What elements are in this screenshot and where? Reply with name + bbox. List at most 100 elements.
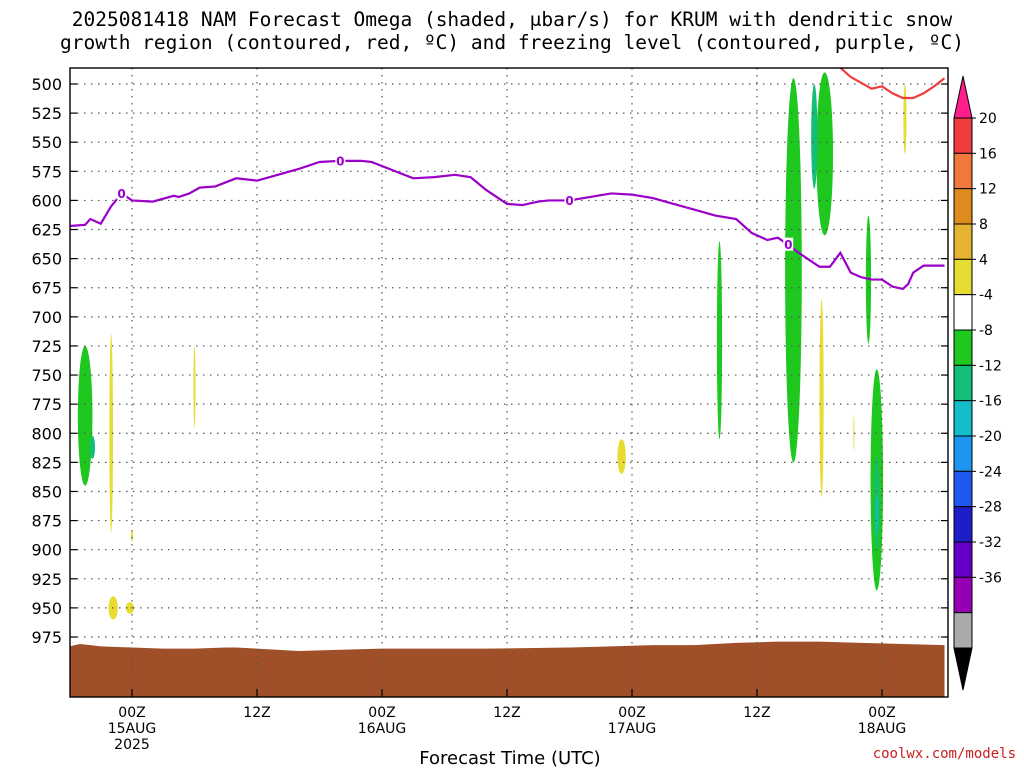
omega-region bbox=[819, 299, 824, 498]
colorbar-box bbox=[953, 329, 973, 366]
x-tick-label: 17AUG bbox=[608, 721, 657, 737]
x-tick-label: 2025 bbox=[114, 737, 150, 753]
omega-region bbox=[130, 529, 134, 542]
x-tick-label: 12Z bbox=[743, 705, 770, 721]
contour-label-bg bbox=[783, 237, 794, 251]
colorbar-box bbox=[953, 576, 973, 614]
omega-region bbox=[853, 415, 855, 451]
colorbar-box bbox=[953, 258, 973, 296]
x-tick-label: 15AUG bbox=[108, 721, 157, 737]
y-tick-label: 875 bbox=[31, 512, 62, 531]
chart-title-line2: growth region (contoured, red, ºC) and f… bbox=[60, 31, 964, 54]
x-tick-label: 16AUG bbox=[358, 721, 407, 737]
omega-region bbox=[77, 345, 93, 486]
colorbar-label: 20 bbox=[979, 111, 997, 127]
colorbar-label: -36 bbox=[979, 570, 1002, 586]
omega-region bbox=[785, 78, 802, 463]
freezing-level-label: 0 bbox=[117, 187, 125, 201]
credit-text: coolwx.com/models bbox=[873, 746, 1016, 762]
colorbar-label: 8 bbox=[979, 217, 988, 233]
omega-region bbox=[716, 241, 723, 440]
chart-title-line1: 2025081418 NAM Forecast Omega (shaded, μ… bbox=[71, 8, 953, 31]
freezing-level-label: 0 bbox=[336, 154, 344, 168]
x-tick-label: 00Z bbox=[868, 705, 895, 721]
colorbar-box bbox=[953, 541, 973, 578]
y-tick-label: 825 bbox=[31, 453, 62, 472]
terrain-fill bbox=[70, 641, 945, 697]
freezing-level-line bbox=[70, 159, 945, 291]
y-tick-label: 675 bbox=[31, 279, 62, 298]
y-tick-label: 750 bbox=[31, 366, 62, 385]
colorbar-box bbox=[953, 506, 973, 543]
x-tick-label: 00Z bbox=[118, 705, 145, 721]
y-tick-label: 550 bbox=[31, 133, 62, 152]
contour-label-bg bbox=[335, 153, 346, 167]
colorbar-label: -16 bbox=[979, 394, 1002, 410]
y-tick-label: 950 bbox=[31, 599, 62, 618]
colorbar-box bbox=[953, 470, 973, 508]
x-axis-title: Forecast Time (UTC) bbox=[419, 748, 600, 768]
colorbar-label: -28 bbox=[979, 500, 1002, 516]
colorbar-label: -8 bbox=[979, 323, 993, 339]
y-tick-label: 725 bbox=[31, 337, 62, 356]
colorbar-label: -20 bbox=[979, 429, 1002, 445]
y-tick-label: 500 bbox=[31, 75, 62, 94]
y-tick-label: 925 bbox=[31, 570, 62, 589]
omega-region bbox=[816, 72, 834, 236]
y-tick-label: 775 bbox=[31, 395, 62, 414]
y-tick-label: 525 bbox=[31, 104, 62, 123]
colorbar-label: -4 bbox=[979, 288, 993, 304]
omega-region bbox=[125, 602, 135, 614]
freezing-level-label: 0 bbox=[784, 238, 792, 252]
colorbar-box bbox=[953, 188, 973, 225]
y-tick-label: 850 bbox=[31, 482, 62, 501]
colorbar: 20 16 12 8 4 -4 -8 -12 -16 -20 -24 -28 -32 -36 bbox=[953, 75, 1002, 691]
colorbar-box bbox=[953, 117, 973, 154]
dendritic-growth-line bbox=[839, 68, 946, 100]
x-tick-label: 12Z bbox=[243, 705, 270, 721]
y-tick-label: 600 bbox=[31, 191, 62, 210]
omega-region bbox=[109, 334, 113, 533]
colorbar-bottom-arrow bbox=[953, 647, 973, 691]
colorbar-box bbox=[953, 152, 973, 190]
omega-region bbox=[903, 84, 907, 154]
dendritic-growth-contours bbox=[839, 68, 946, 100]
colorbar-box bbox=[953, 294, 973, 331]
y-tick-label: 900 bbox=[31, 541, 62, 560]
colorbar-label: 16 bbox=[979, 146, 997, 162]
freezing-level-label: 0 bbox=[565, 194, 573, 208]
x-tick-label: 12Z bbox=[493, 705, 520, 721]
x-tick-label: 00Z bbox=[618, 705, 645, 721]
plot-border bbox=[69, 67, 949, 698]
y-tick-label: 975 bbox=[31, 628, 62, 647]
contour-label-bg bbox=[564, 193, 575, 207]
omega-region bbox=[811, 84, 818, 189]
y-tick-label: 650 bbox=[31, 250, 62, 269]
colorbar-label: 12 bbox=[979, 182, 997, 198]
freezing-level-contours: 0 0 0 0 bbox=[70, 153, 945, 291]
y-tick-label: 800 bbox=[31, 424, 62, 443]
y-tick-label: 700 bbox=[31, 308, 62, 327]
colorbar-box bbox=[953, 400, 973, 437]
omega-region bbox=[875, 497, 878, 533]
colorbar-label: -24 bbox=[979, 464, 1002, 480]
colorbar-box bbox=[953, 223, 973, 260]
y-tick-label: 625 bbox=[31, 221, 62, 240]
colorbar-box bbox=[953, 435, 973, 472]
colorbar-box bbox=[953, 364, 973, 402]
omega-region bbox=[193, 345, 196, 428]
y-axis: 500 525 550 575 600 625 650 675 700 725 750 775 800 8… bbox=[31, 75, 948, 647]
terrain bbox=[70, 641, 945, 697]
y-tick-label: 575 bbox=[31, 162, 62, 181]
colorbar-box bbox=[953, 612, 973, 649]
omega-region bbox=[617, 439, 626, 475]
contour-label-bg bbox=[116, 186, 127, 200]
x-tick-label: 18AUG bbox=[858, 721, 907, 737]
x-tick-label: 00Z bbox=[368, 705, 395, 721]
omega-shading bbox=[77, 72, 907, 620]
colorbar-label: -32 bbox=[979, 535, 1002, 551]
colorbar-label: -12 bbox=[979, 358, 1002, 374]
colorbar-top-arrow bbox=[953, 75, 973, 119]
